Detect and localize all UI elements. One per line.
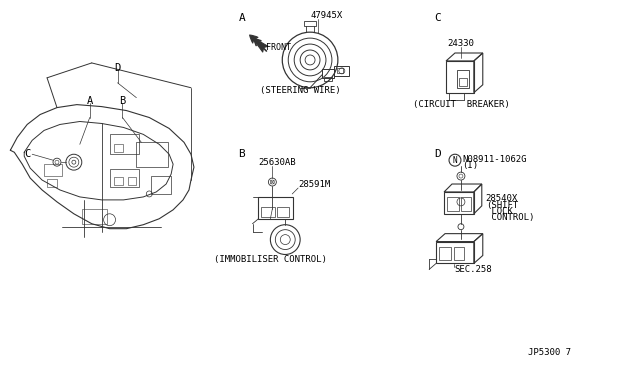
Text: A: A <box>239 13 245 23</box>
Bar <box>446 61 474 93</box>
Text: 25630AB: 25630AB <box>259 158 296 167</box>
Text: C: C <box>24 149 30 159</box>
Bar <box>334 66 349 76</box>
Bar <box>337 68 343 73</box>
Bar <box>109 134 140 154</box>
Bar <box>136 142 168 167</box>
Text: (STEERING WIRE): (STEERING WIRE) <box>260 86 340 95</box>
Bar <box>322 69 334 78</box>
Bar <box>113 177 124 185</box>
Text: (IMMOBILISER CONTROL): (IMMOBILISER CONTROL) <box>214 255 327 264</box>
Bar <box>459 78 467 86</box>
Text: SEC.258: SEC.258 <box>454 265 492 274</box>
Bar <box>454 247 464 260</box>
Bar <box>109 169 140 187</box>
Bar <box>439 247 451 260</box>
Text: 28540X: 28540X <box>486 195 518 203</box>
Bar <box>47 179 57 187</box>
Bar <box>262 207 275 217</box>
Bar <box>113 144 124 152</box>
Text: (SHIFT: (SHIFT <box>486 201 518 210</box>
Bar <box>259 197 293 219</box>
Text: (I): (I) <box>462 161 478 170</box>
Text: D: D <box>434 149 441 159</box>
Bar <box>324 77 332 81</box>
Text: (CIRCUIT  BREAKER): (CIRCUIT BREAKER) <box>413 100 509 109</box>
Bar <box>447 197 459 211</box>
Bar <box>304 21 316 26</box>
Text: C: C <box>434 13 441 23</box>
Bar <box>82 209 107 224</box>
Text: A: A <box>87 96 93 106</box>
Text: D: D <box>115 63 121 73</box>
Text: B: B <box>120 96 125 106</box>
Text: 28591M: 28591M <box>298 180 330 189</box>
Text: N08911-1062G: N08911-1062G <box>462 155 527 164</box>
Text: LOCK: LOCK <box>486 207 513 216</box>
Text: N: N <box>452 156 458 165</box>
Text: 24330: 24330 <box>447 39 474 48</box>
Text: B: B <box>239 149 245 159</box>
Text: FRONT: FRONT <box>266 42 291 52</box>
Bar <box>457 70 469 88</box>
Text: JP5300 7: JP5300 7 <box>529 348 572 357</box>
Bar <box>129 177 136 185</box>
Bar <box>151 176 171 194</box>
Bar <box>444 192 474 214</box>
Bar <box>461 197 471 211</box>
Bar <box>436 241 474 263</box>
Bar <box>277 207 289 217</box>
Bar <box>44 164 62 176</box>
Text: CONTROL): CONTROL) <box>486 213 534 222</box>
Text: 47945X: 47945X <box>310 11 342 20</box>
